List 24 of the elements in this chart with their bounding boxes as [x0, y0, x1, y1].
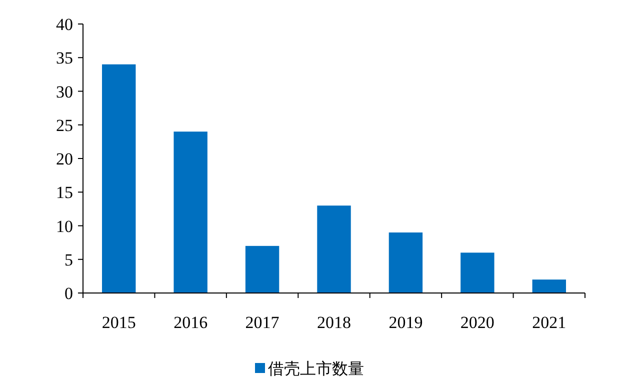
x-tick-label: 2016: [174, 313, 208, 332]
x-tick-label: 2021: [532, 313, 566, 332]
y-tick-label: 40: [56, 15, 73, 34]
bar: [388, 232, 423, 293]
legend-label: 借壳上市数量: [268, 359, 364, 378]
x-tick-label: 2015: [102, 313, 136, 332]
x-tick-label: 2018: [317, 313, 351, 332]
x-tick-label: 2017: [245, 313, 280, 332]
y-tick-label: 20: [56, 150, 73, 168]
x-tick-label: 2020: [460, 313, 494, 332]
bar: [174, 132, 208, 293]
bar: [317, 206, 351, 293]
y-tick-label: 5: [64, 250, 73, 270]
y-tick-label: 35: [56, 48, 73, 68]
bar: [245, 246, 280, 293]
y-tick-label: 15: [56, 183, 73, 202]
x-tick-label: 2019: [388, 313, 423, 332]
bar: [460, 252, 494, 293]
y-tick-label: 0: [64, 284, 73, 303]
bar: [102, 64, 136, 293]
y-tick-label: 30: [56, 82, 73, 102]
y-tick-label: 10: [56, 216, 73, 236]
y-tick-label: 25: [56, 116, 73, 135]
bar: [532, 280, 566, 293]
